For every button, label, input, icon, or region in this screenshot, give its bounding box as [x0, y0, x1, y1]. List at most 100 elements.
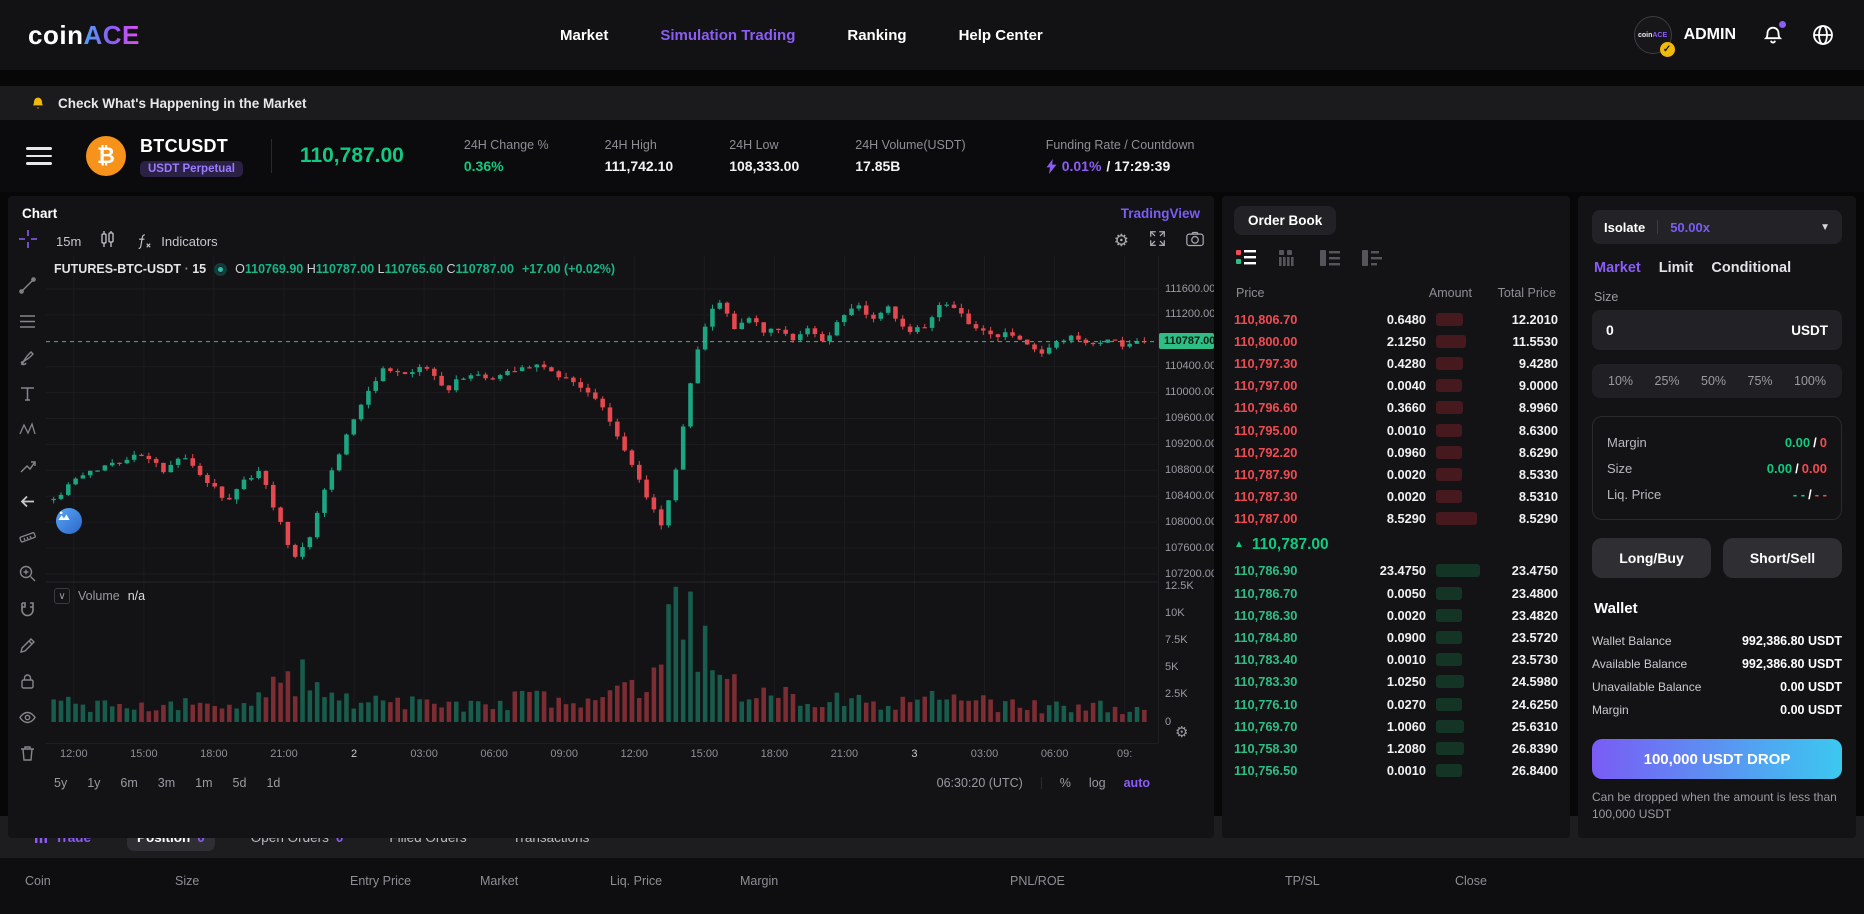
trash-icon[interactable]: [16, 744, 38, 763]
volume-axis-label: 2.5K: [1165, 688, 1188, 701]
mid-price[interactable]: ▲ 110,787.00: [1234, 535, 1329, 553]
range-buttons: 5y 1y 6m 3m 1m 5d 1d: [54, 776, 280, 790]
ask-row[interactable]: 110,787.30 0.0020 8.5310: [1234, 489, 1558, 505]
markets-menu-icon[interactable]: [26, 147, 52, 165]
nav-item-ranking[interactable]: Ranking: [847, 26, 907, 44]
range-button-5y[interactable]: 5y: [54, 776, 68, 790]
scale-log-button[interactable]: log: [1088, 776, 1106, 790]
ask-row[interactable]: 110,787.00 8.5290 8.5290: [1234, 511, 1558, 527]
chart-plot-area[interactable]: FUTURES-BTC-USDT · 15 O110769.90 H110787…: [46, 256, 1158, 743]
range-button-3m[interactable]: 3m: [157, 776, 176, 790]
ask-row[interactable]: 110,797.00 0.0040 9.0000: [1234, 378, 1558, 394]
pencil-icon[interactable]: [16, 636, 38, 655]
depth-bar: [1436, 697, 1462, 711]
timeframe-selector[interactable]: 15m: [56, 233, 82, 249]
range-button-1d[interactable]: 1d: [266, 776, 281, 790]
fullscreen-icon[interactable]: [1149, 230, 1166, 252]
ask-row[interactable]: 110,795.00 0.0010 8.6300: [1234, 422, 1558, 438]
bid-row[interactable]: 110,784.80 0.0900 23.5720: [1234, 630, 1558, 646]
nav-item-market[interactable]: Market: [560, 26, 609, 44]
scale-auto-button[interactable]: auto: [1123, 776, 1150, 790]
bid-row[interactable]: 110,786.90 23.4750 23.4750: [1234, 563, 1558, 579]
brush-icon[interactable]: [16, 348, 38, 367]
symbol-status-dot[interactable]: [214, 262, 228, 276]
screenshot-camera-icon[interactable]: [1186, 231, 1204, 252]
chart-image-button[interactable]: [56, 508, 82, 534]
ask-row[interactable]: 110,787.90 0.0020 8.5330: [1234, 466, 1558, 482]
indicators-button[interactable]: Indicators: [135, 233, 218, 249]
percent-button-10[interactable]: 10%: [1608, 374, 1634, 388]
ruler-icon[interactable]: [16, 528, 38, 547]
ask-row[interactable]: 110,797.30 0.4280 9.4280: [1234, 355, 1558, 371]
price-axis[interactable]: 110787.00 ⚙ 111600.00 111200.00 110400.00 1…: [1158, 256, 1214, 743]
long-buy-button[interactable]: Long/Buy: [1592, 538, 1711, 578]
bid-row[interactable]: 110,769.70 1.0060 25.6310: [1234, 718, 1558, 734]
notifications-bell-icon[interactable]: [1760, 21, 1786, 48]
avatar[interactable]: coinACE: [1633, 16, 1672, 54]
forecast-icon[interactable]: [16, 456, 38, 475]
volume-dropdown-icon[interactable]: ∨: [54, 588, 70, 604]
size-input-box[interactable]: USDT: [1592, 310, 1842, 350]
bid-row[interactable]: 110,756.50 0.0010 26.8400: [1234, 763, 1558, 779]
ask-row[interactable]: 110,800.00 2.1250 11.5530: [1234, 333, 1558, 349]
ask-row[interactable]: 110,806.70 0.6480 12.2010: [1234, 311, 1558, 327]
magnet-icon[interactable]: [16, 600, 38, 619]
language-globe-icon[interactable]: [1810, 22, 1836, 48]
verified-badge-icon: ✓: [1659, 42, 1675, 57]
order-book-title[interactable]: Order Book: [1234, 206, 1337, 235]
zoom-in-icon[interactable]: [16, 564, 38, 583]
info-row-margin: Margin 0.00/0: [1607, 434, 1827, 450]
order-tab-limit[interactable]: Limit: [1658, 260, 1694, 276]
bid-row[interactable]: 110,783.30 1.0250 24.5980: [1234, 674, 1558, 690]
orderbook-view-bids-icon[interactable]: [1362, 249, 1382, 272]
scale-percent-button[interactable]: %: [1059, 776, 1071, 790]
orderbook-view-both-icon[interactable]: [1236, 249, 1256, 272]
order-tab-conditional[interactable]: Conditional: [1711, 260, 1792, 276]
bid-row[interactable]: 110,786.70 0.0050 23.4800: [1234, 585, 1558, 601]
crosshair-tool-icon[interactable]: [18, 229, 38, 254]
axis-settings-gear-icon[interactable]: ⚙: [1175, 724, 1189, 741]
nav-item-help-center[interactable]: Help Center: [958, 26, 1043, 44]
announcement-bar[interactable]: Check What's Happening in the Market: [0, 86, 1864, 120]
size-input[interactable]: [1606, 322, 1706, 338]
bid-row[interactable]: 110,783.40 0.0010 23.5730: [1234, 652, 1558, 668]
chart-clock[interactable]: 06:30:20 (UTC): [936, 776, 1023, 790]
back-arrow-icon[interactable]: [16, 492, 38, 511]
eye-icon[interactable]: [16, 708, 38, 727]
main-nav: Market Simulation Trading Ranking Help Cent…: [560, 27, 1043, 44]
candle-style-icon[interactable]: [99, 230, 117, 253]
nav-item-simulation-trading[interactable]: Simulation Trading: [660, 26, 796, 44]
bid-row[interactable]: 110,776.10 0.0270 24.6250: [1234, 696, 1558, 712]
percent-button-25[interactable]: 25%: [1654, 374, 1680, 388]
time-axis[interactable]: 12:00 15:00 18:00 21:00 2 03:00 06:00 09:00 12:0…: [46, 743, 1158, 765]
orderbook-view-asks-icon[interactable]: [1320, 249, 1340, 272]
app-logo[interactable]: coinACE: [28, 20, 140, 51]
range-button-5d[interactable]: 5d: [232, 776, 247, 790]
leverage-selector[interactable]: Isolate 50.00x ▼: [1592, 210, 1842, 244]
range-button-6m[interactable]: 6m: [120, 776, 138, 790]
trend-line-icon[interactable]: [16, 276, 38, 295]
size-unit: USDT: [1791, 322, 1828, 338]
ask-row[interactable]: 110,796.60 0.3660 8.9960: [1234, 400, 1558, 416]
orderbook-view-columns-icon[interactable]: [1278, 249, 1298, 272]
fib-retracement-icon[interactable]: [16, 312, 38, 331]
ask-row[interactable]: 110,792.20 0.0960 8.6290: [1234, 444, 1558, 460]
percent-button-50[interactable]: 50%: [1701, 374, 1727, 388]
user-menu[interactable]: coinACE ✓ ADMIN: [1633, 16, 1736, 57]
range-button-1m[interactable]: 1m: [195, 776, 213, 790]
chart-settings-gear-icon[interactable]: ⚙: [1113, 231, 1129, 250]
text-tool-icon[interactable]: [16, 384, 38, 403]
percent-button-100[interactable]: 100%: [1794, 374, 1826, 388]
bid-row[interactable]: 110,786.30 0.0020 23.4820: [1234, 607, 1558, 623]
market-stat: 24H Volume(USDT) 17.85B: [855, 138, 966, 174]
symbol-name[interactable]: BTCUSDT: [140, 135, 229, 156]
xabcd-pattern-icon[interactable]: [16, 420, 38, 439]
lock-icon[interactable]: [16, 672, 38, 691]
short-sell-button[interactable]: Short/Sell: [1723, 538, 1842, 578]
order-tab-market[interactable]: Market: [1594, 260, 1641, 276]
bid-row[interactable]: 110,758.30 1.2080 26.8390: [1234, 740, 1558, 756]
tradingview-link[interactable]: TradingView: [1120, 205, 1200, 221]
usdt-drop-button[interactable]: 100,000 USDT DROP: [1592, 739, 1842, 779]
range-button-1y[interactable]: 1y: [87, 776, 101, 790]
percent-button-75[interactable]: 75%: [1747, 374, 1773, 388]
